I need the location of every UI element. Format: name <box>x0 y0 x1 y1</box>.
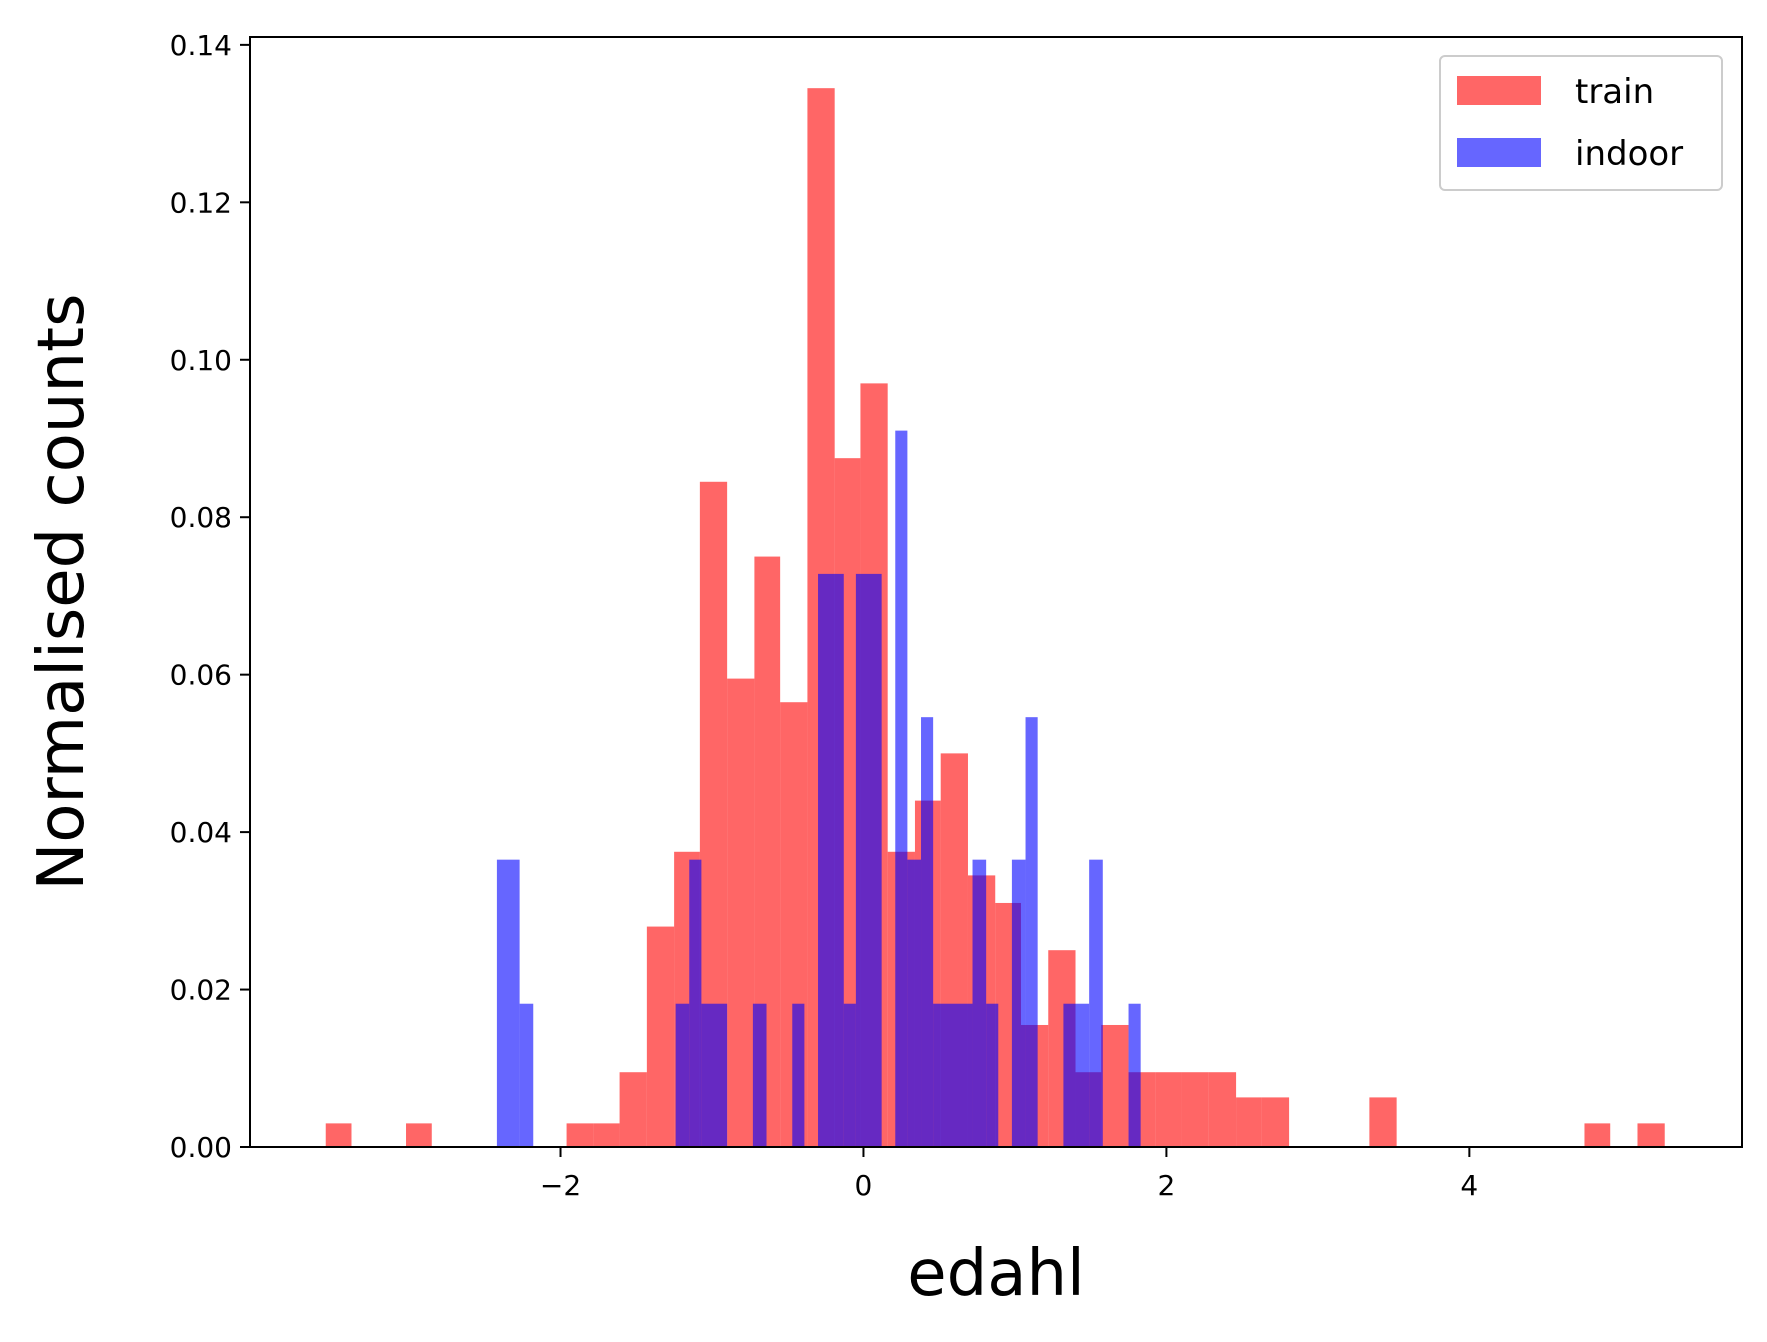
x-axis-title: edahl <box>907 1237 1085 1311</box>
x-tick-label-0: −2 <box>540 1169 581 1202</box>
bar-indoor-19 <box>1089 859 1103 1147</box>
bar-train-27 <box>1236 1097 1262 1147</box>
histogram-bars <box>325 88 1665 1147</box>
bar-indoor-13 <box>933 1003 973 1147</box>
bar-train-25 <box>1181 1072 1209 1147</box>
bar-indoor-7 <box>818 573 844 1147</box>
legend-label-train: train <box>1575 72 1654 112</box>
y-axis-ticks: 0.00 0.02 0.04 0.06 0.08 0.10 0.12 0.14 <box>170 29 250 1164</box>
x-tick-label-3: 4 <box>1460 1169 1478 1202</box>
bar-train-29 <box>1369 1097 1397 1147</box>
bar-indoor-4 <box>701 1003 728 1147</box>
bar-indoor-0 <box>496 859 520 1147</box>
bar-train-22 <box>1101 1024 1129 1147</box>
legend-swatch-indoor <box>1457 138 1541 167</box>
legend-label-indoor: indoor <box>1575 134 1683 174</box>
bar-indoor-2 <box>675 1003 690 1147</box>
y-tick-label-1: 0.02 <box>170 974 232 1007</box>
bar-train-26 <box>1208 1072 1237 1147</box>
bar-indoor-14 <box>972 859 987 1147</box>
bar-train-3 <box>593 1123 620 1147</box>
bar-indoor-18 <box>1063 1003 1090 1147</box>
bar-train-1 <box>406 1123 432 1147</box>
legend-swatch-train <box>1457 76 1541 105</box>
bar-train-24 <box>1155 1072 1182 1147</box>
y-tick-label-2: 0.04 <box>170 816 232 849</box>
bar-train-31 <box>1637 1123 1665 1147</box>
bar-train-4 <box>619 1072 647 1147</box>
legend: train indoor <box>1439 55 1723 191</box>
bar-train-2 <box>566 1123 594 1147</box>
y-tick-label-0: 0.00 <box>170 1131 232 1164</box>
bar-indoor-1 <box>519 1003 534 1147</box>
bar-indoor-15 <box>986 1003 999 1147</box>
y-tick-label-3: 0.06 <box>170 659 232 692</box>
y-axis-title: Normalised counts <box>25 294 99 891</box>
bar-train-8 <box>727 678 755 1147</box>
bar-train-28 <box>1261 1097 1290 1147</box>
bar-indoor-12 <box>921 717 934 1147</box>
bar-train-5 <box>646 926 675 1147</box>
y-tick-label-6: 0.12 <box>170 186 232 219</box>
y-tick-label-7: 0.14 <box>170 29 232 62</box>
bar-indoor-3 <box>689 859 702 1147</box>
bar-indoor-6 <box>792 1003 805 1147</box>
x-tick-label-2: 2 <box>1157 1169 1175 1202</box>
bar-train-0 <box>325 1123 352 1147</box>
x-axis-ticks: −2 0 2 4 <box>540 1147 1478 1202</box>
bar-indoor-8 <box>843 1003 856 1147</box>
bar-indoor-11 <box>907 859 922 1147</box>
bar-indoor-17 <box>1025 717 1038 1147</box>
bar-indoor-9 <box>855 573 882 1147</box>
bar-indoor-10 <box>895 430 908 1147</box>
bar-indoor-5 <box>752 1003 767 1147</box>
axes-frame <box>249 36 1743 1148</box>
y-tick-label-4: 0.08 <box>170 501 232 534</box>
bar-indoor-16 <box>1011 859 1026 1147</box>
x-tick-label-1: 0 <box>855 1169 873 1202</box>
bar-indoor-20 <box>1128 1003 1141 1147</box>
bar-train-30 <box>1584 1123 1611 1147</box>
y-tick-label-5: 0.10 <box>170 344 232 377</box>
